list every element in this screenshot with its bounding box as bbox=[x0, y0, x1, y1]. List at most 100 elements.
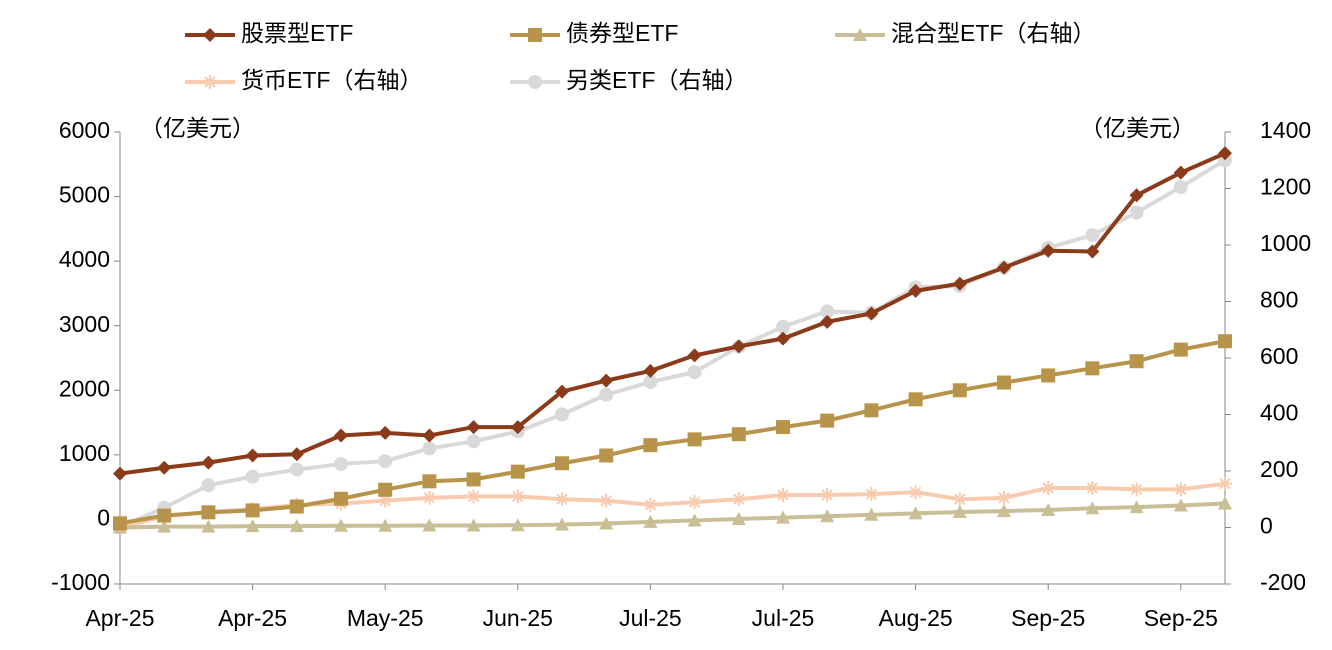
y-tick-label: 3000 bbox=[59, 311, 110, 337]
x-tick-label: Jul-25 bbox=[619, 605, 682, 631]
marker bbox=[1218, 496, 1232, 510]
marker bbox=[687, 495, 702, 510]
marker bbox=[510, 489, 525, 504]
marker bbox=[1173, 342, 1188, 357]
marker bbox=[643, 497, 658, 512]
marker bbox=[334, 456, 348, 471]
marker bbox=[687, 513, 702, 527]
marker bbox=[201, 505, 216, 520]
marker bbox=[334, 518, 348, 532]
y2-tick-label: 600 bbox=[1260, 343, 1298, 369]
series-line bbox=[119, 339, 1226, 526]
marker bbox=[113, 516, 127, 531]
x-tick-label: Aug-25 bbox=[879, 605, 953, 631]
y2-unit-label: （亿美元） bbox=[1080, 115, 1195, 141]
marker bbox=[1085, 228, 1100, 243]
marker bbox=[908, 506, 923, 520]
marker bbox=[1041, 502, 1056, 516]
marker bbox=[997, 490, 1011, 505]
y2-tick-label: 1000 bbox=[1260, 230, 1311, 256]
marker bbox=[820, 509, 835, 523]
marker bbox=[555, 456, 569, 471]
marker bbox=[776, 331, 790, 346]
marker bbox=[599, 373, 614, 388]
marker bbox=[378, 425, 393, 440]
y2-tick-label: 800 bbox=[1260, 287, 1298, 313]
series bbox=[113, 153, 1232, 535]
x-tick-label: Jul-25 bbox=[752, 605, 815, 631]
marker bbox=[466, 420, 481, 435]
marker bbox=[510, 518, 525, 532]
marker bbox=[731, 427, 746, 442]
marker bbox=[1218, 146, 1232, 161]
marker bbox=[1129, 205, 1144, 220]
marker bbox=[820, 413, 835, 428]
marker bbox=[1173, 482, 1188, 497]
marker bbox=[378, 454, 393, 469]
y-tick-label: 2000 bbox=[59, 375, 110, 401]
marker bbox=[1173, 180, 1188, 195]
legend-label: 货币ETF（右轴） bbox=[241, 67, 422, 93]
y2-tick-label: 200 bbox=[1260, 456, 1298, 482]
marker bbox=[776, 319, 790, 334]
marker bbox=[289, 519, 304, 533]
marker bbox=[245, 469, 260, 484]
series-line bbox=[119, 151, 1226, 476]
marker bbox=[731, 512, 746, 526]
marker bbox=[422, 474, 437, 489]
marker bbox=[908, 392, 923, 407]
marker bbox=[1085, 244, 1100, 259]
marker bbox=[864, 403, 879, 418]
marker bbox=[157, 508, 172, 523]
marker bbox=[643, 363, 658, 378]
marker bbox=[201, 478, 216, 493]
marker bbox=[201, 519, 216, 533]
x-tick-label: May-25 bbox=[347, 605, 424, 631]
marker bbox=[245, 503, 260, 518]
marker bbox=[1129, 354, 1144, 369]
y2-tick-label: 0 bbox=[1260, 513, 1273, 539]
marker bbox=[1218, 476, 1232, 491]
marker bbox=[528, 75, 542, 89]
y-tick-label: 5000 bbox=[59, 182, 110, 208]
marker bbox=[864, 306, 879, 321]
marker bbox=[466, 489, 481, 504]
y2-tick-label: 400 bbox=[1260, 400, 1298, 426]
marker bbox=[687, 365, 702, 380]
marker bbox=[1041, 243, 1056, 258]
marker bbox=[864, 507, 879, 521]
y-unit-label: （亿美元） bbox=[140, 115, 255, 141]
marker bbox=[466, 472, 481, 487]
legend-label: 债券型ETF bbox=[566, 20, 678, 46]
y2-tick-label: 1400 bbox=[1260, 117, 1311, 143]
x-tick-label: Apr-25 bbox=[85, 605, 154, 631]
marker bbox=[952, 492, 967, 507]
marker bbox=[245, 519, 260, 533]
x-tick-label: Sep-25 bbox=[1144, 605, 1218, 631]
y-tick-label: 4000 bbox=[59, 246, 110, 272]
marker bbox=[952, 504, 967, 518]
marker bbox=[1041, 480, 1056, 495]
series bbox=[113, 334, 1232, 531]
x-tick-label: Jun-25 bbox=[483, 605, 553, 631]
marker bbox=[466, 518, 481, 532]
marker bbox=[289, 447, 304, 462]
marker bbox=[820, 304, 835, 319]
marker bbox=[820, 488, 835, 503]
marker bbox=[378, 518, 393, 532]
marker bbox=[643, 514, 658, 528]
marker bbox=[555, 492, 569, 507]
x-tick-label: Sep-25 bbox=[1011, 605, 1085, 631]
marker bbox=[731, 492, 746, 507]
y-tick-label: 0 bbox=[97, 505, 110, 531]
marker bbox=[1085, 480, 1100, 495]
marker bbox=[643, 375, 658, 390]
marker bbox=[776, 510, 790, 524]
marker bbox=[952, 383, 967, 398]
marker bbox=[422, 428, 437, 443]
legend-label: 另类ETF（右轴） bbox=[566, 67, 747, 93]
marker bbox=[1218, 334, 1232, 349]
marker bbox=[555, 407, 569, 422]
series bbox=[113, 146, 1232, 481]
